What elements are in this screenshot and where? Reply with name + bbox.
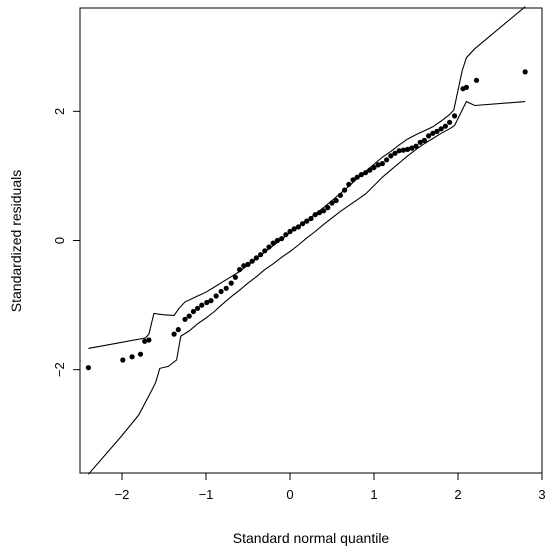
data-point (379, 161, 385, 167)
x-tick-label: 0 (286, 487, 293, 502)
data-point (430, 130, 436, 136)
y-tick-label: 0 (52, 237, 67, 244)
data-point (452, 113, 458, 119)
data-point (253, 255, 259, 261)
x-tick-label: 3 (538, 487, 545, 502)
data-point (120, 357, 126, 363)
data-point (241, 263, 247, 269)
data-point (249, 258, 255, 264)
data-point (354, 174, 360, 180)
x-tick-label: −1 (199, 487, 214, 502)
data-point (413, 143, 419, 149)
data-point (388, 153, 394, 159)
upper-envelope-line (88, 6, 526, 349)
data-point (137, 351, 144, 357)
data-point (85, 365, 91, 371)
data-point (218, 288, 224, 295)
x-tick-label: 1 (370, 487, 377, 502)
data-point (400, 147, 406, 153)
data-point (346, 181, 352, 187)
data-point (405, 146, 411, 152)
data-point (321, 208, 327, 214)
x-axis: −2 −1 0 1 2 3 (115, 472, 546, 502)
y-tick-label: 2 (52, 108, 67, 115)
data-point (392, 150, 398, 156)
data-point (473, 77, 480, 83)
data-point (337, 192, 343, 198)
data-point (367, 167, 373, 173)
data-point (186, 313, 192, 319)
data-point (421, 137, 427, 143)
x-axis-title: Standard normal quantile (233, 530, 390, 546)
data-point (232, 274, 238, 280)
x-tick-label: −2 (115, 487, 130, 502)
data-point (329, 200, 335, 206)
data-point (426, 133, 432, 139)
data-point (442, 123, 448, 129)
data-point (316, 210, 322, 216)
data-point (409, 145, 415, 151)
data-point (175, 327, 181, 333)
data-point (308, 215, 314, 222)
data-point (375, 162, 381, 168)
data-points (85, 69, 528, 371)
data-point (342, 187, 348, 193)
data-point (333, 197, 339, 204)
data-point (371, 164, 377, 171)
y-tick-label: −2 (52, 362, 67, 377)
data-point (438, 126, 444, 132)
y-axis-title: Standardized residuals (8, 170, 24, 312)
data-point (291, 226, 297, 232)
data-point (283, 232, 289, 238)
confidence-envelopes (87, 6, 526, 475)
data-point (182, 316, 188, 322)
data-point (245, 261, 251, 267)
data-point (358, 172, 364, 178)
data-point (190, 308, 196, 315)
plot-frame (79, 7, 543, 474)
data-point (300, 221, 306, 227)
data-point (208, 298, 214, 304)
data-point (270, 240, 276, 246)
data-point (223, 285, 229, 291)
data-point (350, 177, 356, 183)
data-point (213, 293, 219, 299)
x-tick-label: 2 (454, 487, 461, 502)
data-point (396, 148, 402, 154)
data-point (262, 248, 268, 254)
data-point (228, 280, 234, 286)
lower-envelope-line (87, 100, 526, 475)
data-point (266, 244, 272, 250)
data-point (363, 170, 369, 176)
data-point (171, 331, 177, 337)
data-point (312, 212, 318, 218)
data-point (434, 128, 440, 134)
data-point (146, 337, 152, 343)
data-point (325, 205, 331, 211)
data-point (258, 252, 264, 258)
data-point (463, 84, 469, 90)
data-point (279, 236, 285, 242)
data-point (304, 218, 310, 224)
data-point (195, 305, 201, 311)
data-point (522, 69, 528, 75)
data-point (417, 139, 423, 145)
data-point (274, 237, 280, 244)
data-point (287, 228, 293, 235)
data-point (295, 224, 301, 230)
data-point (129, 354, 135, 360)
data-point (204, 299, 210, 306)
data-point (447, 119, 453, 125)
data-point (384, 157, 390, 163)
data-point (237, 267, 243, 273)
data-point (142, 338, 148, 344)
data-point (199, 302, 205, 308)
y-axis: −2 0 2 (52, 108, 81, 377)
